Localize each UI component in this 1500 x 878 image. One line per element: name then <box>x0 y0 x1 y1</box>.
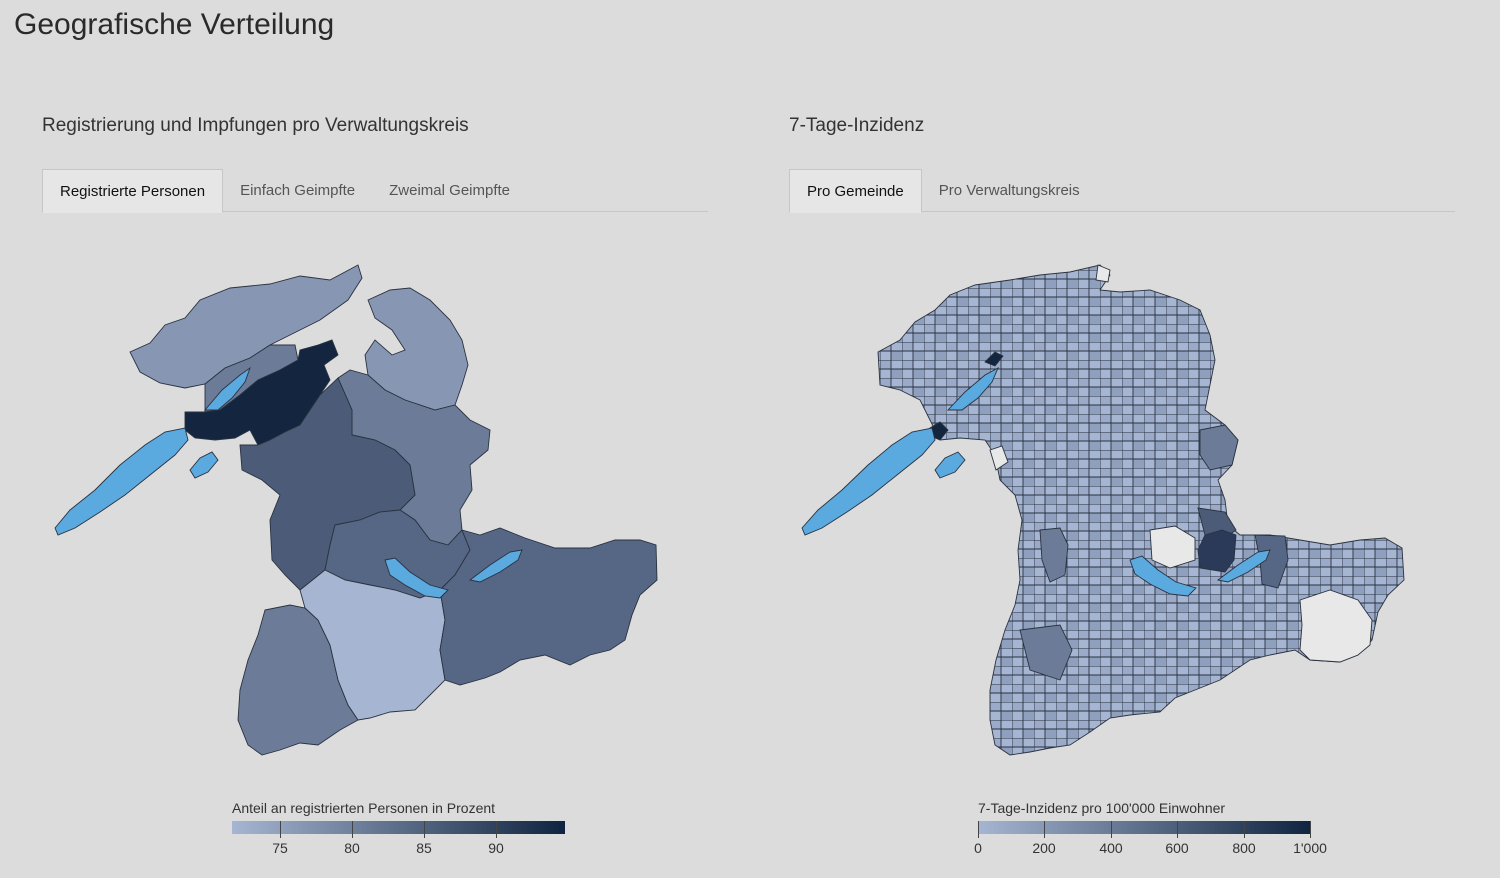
legend-tick <box>496 821 497 838</box>
region-frutigen-niedersimmental[interactable] <box>299 569 446 721</box>
region-jura-bernois[interactable] <box>129 264 363 389</box>
page-title: Geografische Verteilung <box>14 8 335 41</box>
legend-tick-label: 85 <box>416 840 432 856</box>
municipality-no-data[interactable] <box>1095 264 1111 283</box>
registration-tabs: Registrierte Personen Einfach Geimpfte Z… <box>42 169 708 213</box>
legend-tick-label: 800 <box>1232 840 1256 856</box>
tab-registrierte-personen[interactable]: Registrierte Personen <box>42 169 224 213</box>
legend-tick-label: 600 <box>1165 840 1189 856</box>
legend-title: Anteil an registrierten Personen in Proz… <box>232 800 496 816</box>
municipality-high[interactable] <box>1039 527 1069 583</box>
legend-tick-label: 80 <box>344 840 360 856</box>
lake-murtensee <box>934 451 966 479</box>
legend-tick <box>280 821 281 838</box>
canton-municipalities[interactable] <box>877 264 1405 756</box>
lake-brienzersee <box>1216 549 1271 583</box>
legend-tick <box>352 821 353 838</box>
tab-einfach-geimpfte[interactable]: Einfach Geimpfte <box>240 182 356 199</box>
legend-color-bar <box>978 821 1311 834</box>
municipality-highest[interactable] <box>1197 529 1237 573</box>
region-interlaken-oberhasli[interactable] <box>439 527 658 686</box>
tab-zweimal-geimpfte[interactable]: Zweimal Geimpfte <box>389 182 511 199</box>
legend-color-bar <box>232 821 565 834</box>
municipality-high[interactable] <box>1019 624 1073 681</box>
tab-pro-verwaltungskreis[interactable]: Pro Verwaltungskreis <box>938 182 1080 199</box>
gemeinde-map[interactable] <box>789 250 1419 770</box>
legend-tick-label: 400 <box>1099 840 1123 856</box>
lake-bielersee <box>204 366 251 411</box>
municipality-no-data[interactable] <box>1149 525 1196 569</box>
legend-tick-label: 200 <box>1032 840 1056 856</box>
legend-tick-label: 75 <box>272 840 288 856</box>
legend-tick-label: 90 <box>488 840 504 856</box>
incidence-tabs: Pro Gemeinde Pro Verwaltungskreis <box>789 169 1455 213</box>
incidence-panel: 7-Tage-Inzidenz Pro Gemeinde Pro Verwalt… <box>789 0 1459 878</box>
legend-tick <box>1044 821 1045 838</box>
legend-tick <box>1177 821 1178 838</box>
incidence-panel-title: 7-Tage-Inzidenz <box>789 115 925 136</box>
verwaltungskreis-map[interactable] <box>42 250 672 770</box>
registration-legend: Anteil an registrierten Personen in Proz… <box>232 800 572 856</box>
legend-tick <box>1111 821 1112 838</box>
legend-title: 7-Tage-Inzidenz pro 100'000 Einwohner <box>978 800 1226 816</box>
legend-tick <box>1310 821 1311 838</box>
legend-tick-label: 0 <box>974 840 982 856</box>
legend-tick <box>424 821 425 838</box>
registration-panel-title: Registrierung und Impfungen pro Verwaltu… <box>42 115 469 136</box>
municipality-high[interactable] <box>1199 424 1239 471</box>
lake-neuenburgersee <box>801 427 936 536</box>
legend-tick <box>1244 821 1245 838</box>
lake-murtensee <box>189 451 219 479</box>
municipality-no-data[interactable] <box>1299 589 1373 663</box>
lake-brienzersee <box>468 549 523 583</box>
lake-thunersee <box>1129 555 1197 597</box>
registration-panel: Registrierung und Impfungen pro Verwaltu… <box>42 0 712 878</box>
legend-tick-label: 1'000 <box>1293 840 1327 856</box>
tab-pro-gemeinde[interactable]: Pro Gemeinde <box>789 169 922 213</box>
municipality-highest[interactable] <box>984 351 1004 367</box>
region-seeland[interactable] <box>184 339 339 446</box>
incidence-legend: 7-Tage-Inzidenz pro 100'000 Einwohner 0 … <box>974 800 1327 856</box>
lake-bielersee <box>946 366 999 411</box>
legend-tick <box>978 821 979 838</box>
lake-thunersee <box>384 557 449 599</box>
municipality-no-data[interactable] <box>989 445 1009 471</box>
lake-neuenburgersee <box>54 427 189 536</box>
